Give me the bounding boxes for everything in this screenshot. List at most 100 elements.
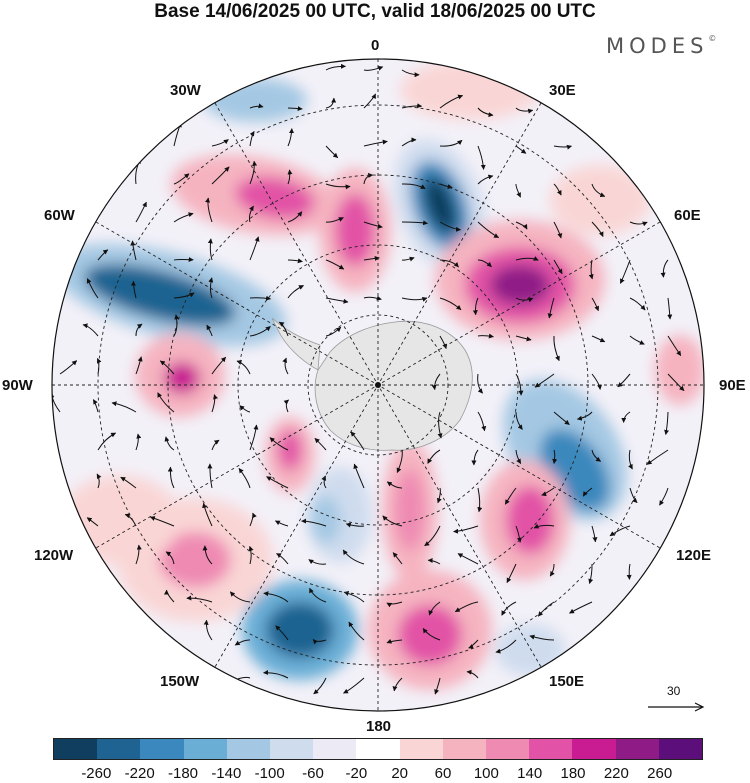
wind-arrow <box>477 487 483 513</box>
wind-arrow <box>591 373 603 390</box>
colorbar-tick-label: -220 <box>124 765 155 782</box>
wind-arrow <box>515 449 522 465</box>
wind-arrow <box>173 314 180 337</box>
wind-arrow <box>591 221 604 237</box>
colorbar-tick-label: -140 <box>211 765 242 782</box>
colorbar-swatch <box>54 739 98 759</box>
wind-arrow <box>457 553 479 565</box>
wind-arrow <box>275 625 289 641</box>
wind-arrow <box>363 93 376 109</box>
wind-arrow <box>401 256 415 262</box>
wind-arrow <box>659 487 669 506</box>
wind-arrow <box>504 487 517 505</box>
colorbar-swatch <box>529 739 573 759</box>
wind-arrow <box>248 205 254 223</box>
wind-arrow <box>211 439 220 451</box>
wind-arrow <box>363 65 384 71</box>
colorbar-tick-label: 20 <box>391 765 408 782</box>
wind-arrow <box>617 373 631 388</box>
wind-arrow <box>477 145 486 170</box>
wind-arrow <box>472 297 479 316</box>
colorbar-tick-label: 220 <box>603 765 629 782</box>
colorbar-tick-label: 100 <box>473 765 499 782</box>
wind-arrow <box>628 449 633 470</box>
wind-arrow <box>321 475 327 489</box>
wind-arrow <box>629 297 646 311</box>
wind-arrow <box>533 523 555 529</box>
colorbar-swatch <box>183 739 227 759</box>
wind-arrow <box>515 221 528 230</box>
wind-arrow <box>477 333 494 339</box>
wind-arrow <box>236 360 251 375</box>
wind-arrow <box>439 297 462 311</box>
wind-arrow <box>325 183 351 190</box>
wind-arrow <box>468 639 479 649</box>
anomaly-contour <box>159 532 231 588</box>
colorbar-tick-label: -60 <box>302 765 324 782</box>
anomaly-contour <box>60 475 180 565</box>
anomaly-contour <box>655 335 704 405</box>
wind-arrow <box>439 259 459 268</box>
wind-arrow <box>96 358 102 375</box>
wind-arrow <box>173 292 195 299</box>
anomaly-contour <box>309 496 341 544</box>
wind-arrow <box>553 259 563 275</box>
lon-label-0: 0 <box>371 37 380 54</box>
wind-arrow <box>249 326 271 337</box>
wind-arrow <box>269 437 289 451</box>
wind-arrow <box>537 601 555 617</box>
reference-vector-arrow <box>648 702 705 712</box>
wind-arrow <box>667 373 685 392</box>
wind-arrow <box>205 197 213 223</box>
wind-arrow <box>313 677 327 695</box>
wind-arrow <box>287 211 303 223</box>
wind-arrow <box>401 220 428 226</box>
wind-arrow <box>165 551 175 565</box>
wind-arrow <box>495 639 517 654</box>
anomaly-contour <box>235 177 315 219</box>
wind-arrow <box>325 297 349 304</box>
wind-arrow <box>629 335 645 345</box>
wind-arrow <box>588 563 594 584</box>
wind-arrow <box>386 638 403 644</box>
wind-arrow <box>229 591 251 603</box>
wind-arrow <box>553 411 570 425</box>
wind-arrow <box>86 278 99 299</box>
wind-arrow <box>211 394 218 413</box>
wind-arrow <box>477 174 494 185</box>
wind-arrow <box>157 392 175 413</box>
wind-arrow <box>312 639 327 645</box>
wind-arrow <box>203 619 213 641</box>
wind-arrow <box>211 166 230 185</box>
wind-arrow <box>111 401 137 413</box>
wind-arrow <box>477 411 487 432</box>
lon-label-150w: 150W <box>160 673 200 690</box>
anomaly-contour <box>164 362 200 394</box>
lon-label-180: 180 <box>366 718 392 735</box>
wind-arrow <box>167 466 175 489</box>
polar-map <box>51 58 705 712</box>
wind-arrow <box>471 449 479 466</box>
wind-arrow <box>249 295 271 301</box>
wind-arrow <box>401 183 426 190</box>
anomaly-contour <box>506 486 554 554</box>
wind-arrow <box>97 249 109 261</box>
wind-arrow <box>621 411 631 423</box>
wind-arrow <box>439 221 461 232</box>
wind-arrow <box>135 323 143 337</box>
wind-arrow <box>434 677 441 695</box>
wind-arrow <box>325 97 337 109</box>
wind-arrow <box>553 335 560 362</box>
lon-label-120w: 120W <box>34 547 74 564</box>
colorbar-tick-label: 140 <box>517 765 543 782</box>
wind-arrow <box>453 525 479 534</box>
wind-arrow <box>541 487 555 497</box>
wind-arrow <box>506 563 517 584</box>
wind-arrow <box>287 258 303 264</box>
wind-arrow <box>427 449 441 464</box>
anomaly-contour <box>84 264 236 326</box>
lon-label-30w: 30W <box>170 82 201 99</box>
colorbar-swatch <box>399 739 443 759</box>
colorbar-swatch <box>658 739 703 759</box>
colorbar-swatch <box>270 739 314 759</box>
